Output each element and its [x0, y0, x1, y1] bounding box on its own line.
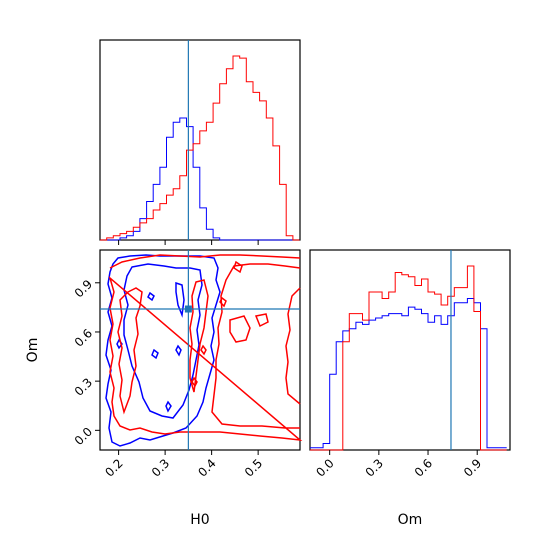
om-hist-xtick-label: 0.6 — [412, 456, 435, 479]
y-axis-label-om: Om — [25, 338, 41, 363]
h0-xtick-label: 0.4 — [195, 456, 218, 479]
contour-blue-island-1 — [175, 281, 185, 318]
contour-blue — [105, 254, 221, 447]
om-histogram-red — [310, 265, 507, 451]
om-histogram-panel: 0.0 0.3 0.6 0.9 — [309, 249, 511, 480]
contour-red-inner-left — [117, 287, 143, 415]
om-ytick-label: 0.0 — [72, 425, 95, 448]
h0-xtick-label: 0.3 — [149, 456, 172, 479]
contour-red — [108, 254, 303, 442]
om-ytick-label: 0.9 — [72, 277, 95, 300]
contour-red-island-3 — [219, 296, 227, 308]
contour-blue-island-5 — [165, 400, 172, 413]
contour-red-island-6 — [233, 260, 243, 274]
x-axis-label-om: Om — [398, 512, 423, 528]
h0-histogram-blue — [100, 117, 300, 241]
contour-blue-island-4 — [175, 344, 182, 357]
om-hist-xtick-label: 0.0 — [313, 456, 336, 479]
contour-blue-island-3 — [151, 348, 159, 360]
h0-om-contour-panel: 0.2 0.3 0.4 0.5 0.0 0.3 0.6 0.9 — [72, 249, 303, 480]
contour-red-right — [285, 287, 301, 405]
x-axis-label-h0: H0 — [190, 512, 209, 528]
contour-blue-island-2 — [147, 291, 155, 302]
om-ytick-label: 0.3 — [72, 375, 95, 398]
om-ytick-label: 0.6 — [72, 326, 95, 349]
h0-histogram-panel — [99, 39, 301, 245]
contour-red-island-4 — [200, 344, 207, 356]
contour-blue-outer — [105, 254, 221, 447]
om-hist-xtick-label: 0.3 — [363, 456, 386, 479]
contour-red-island-2 — [254, 313, 269, 328]
h0-xtick-label: 0.2 — [102, 456, 125, 479]
contour-red-inner-mid — [189, 279, 209, 393]
contour-red-island-1 — [229, 315, 251, 343]
contour-blue-inner — [123, 263, 203, 419]
h0-histogram-red — [100, 55, 300, 241]
h0-xtick-label: 0.5 — [242, 456, 265, 479]
om-histogram-blue — [310, 298, 507, 449]
contour-red-outer — [108, 254, 303, 442]
om-hist-xtick-label: 0.9 — [461, 456, 484, 479]
truth-marker — [184, 305, 192, 313]
contour-red-island-5 — [191, 376, 198, 388]
